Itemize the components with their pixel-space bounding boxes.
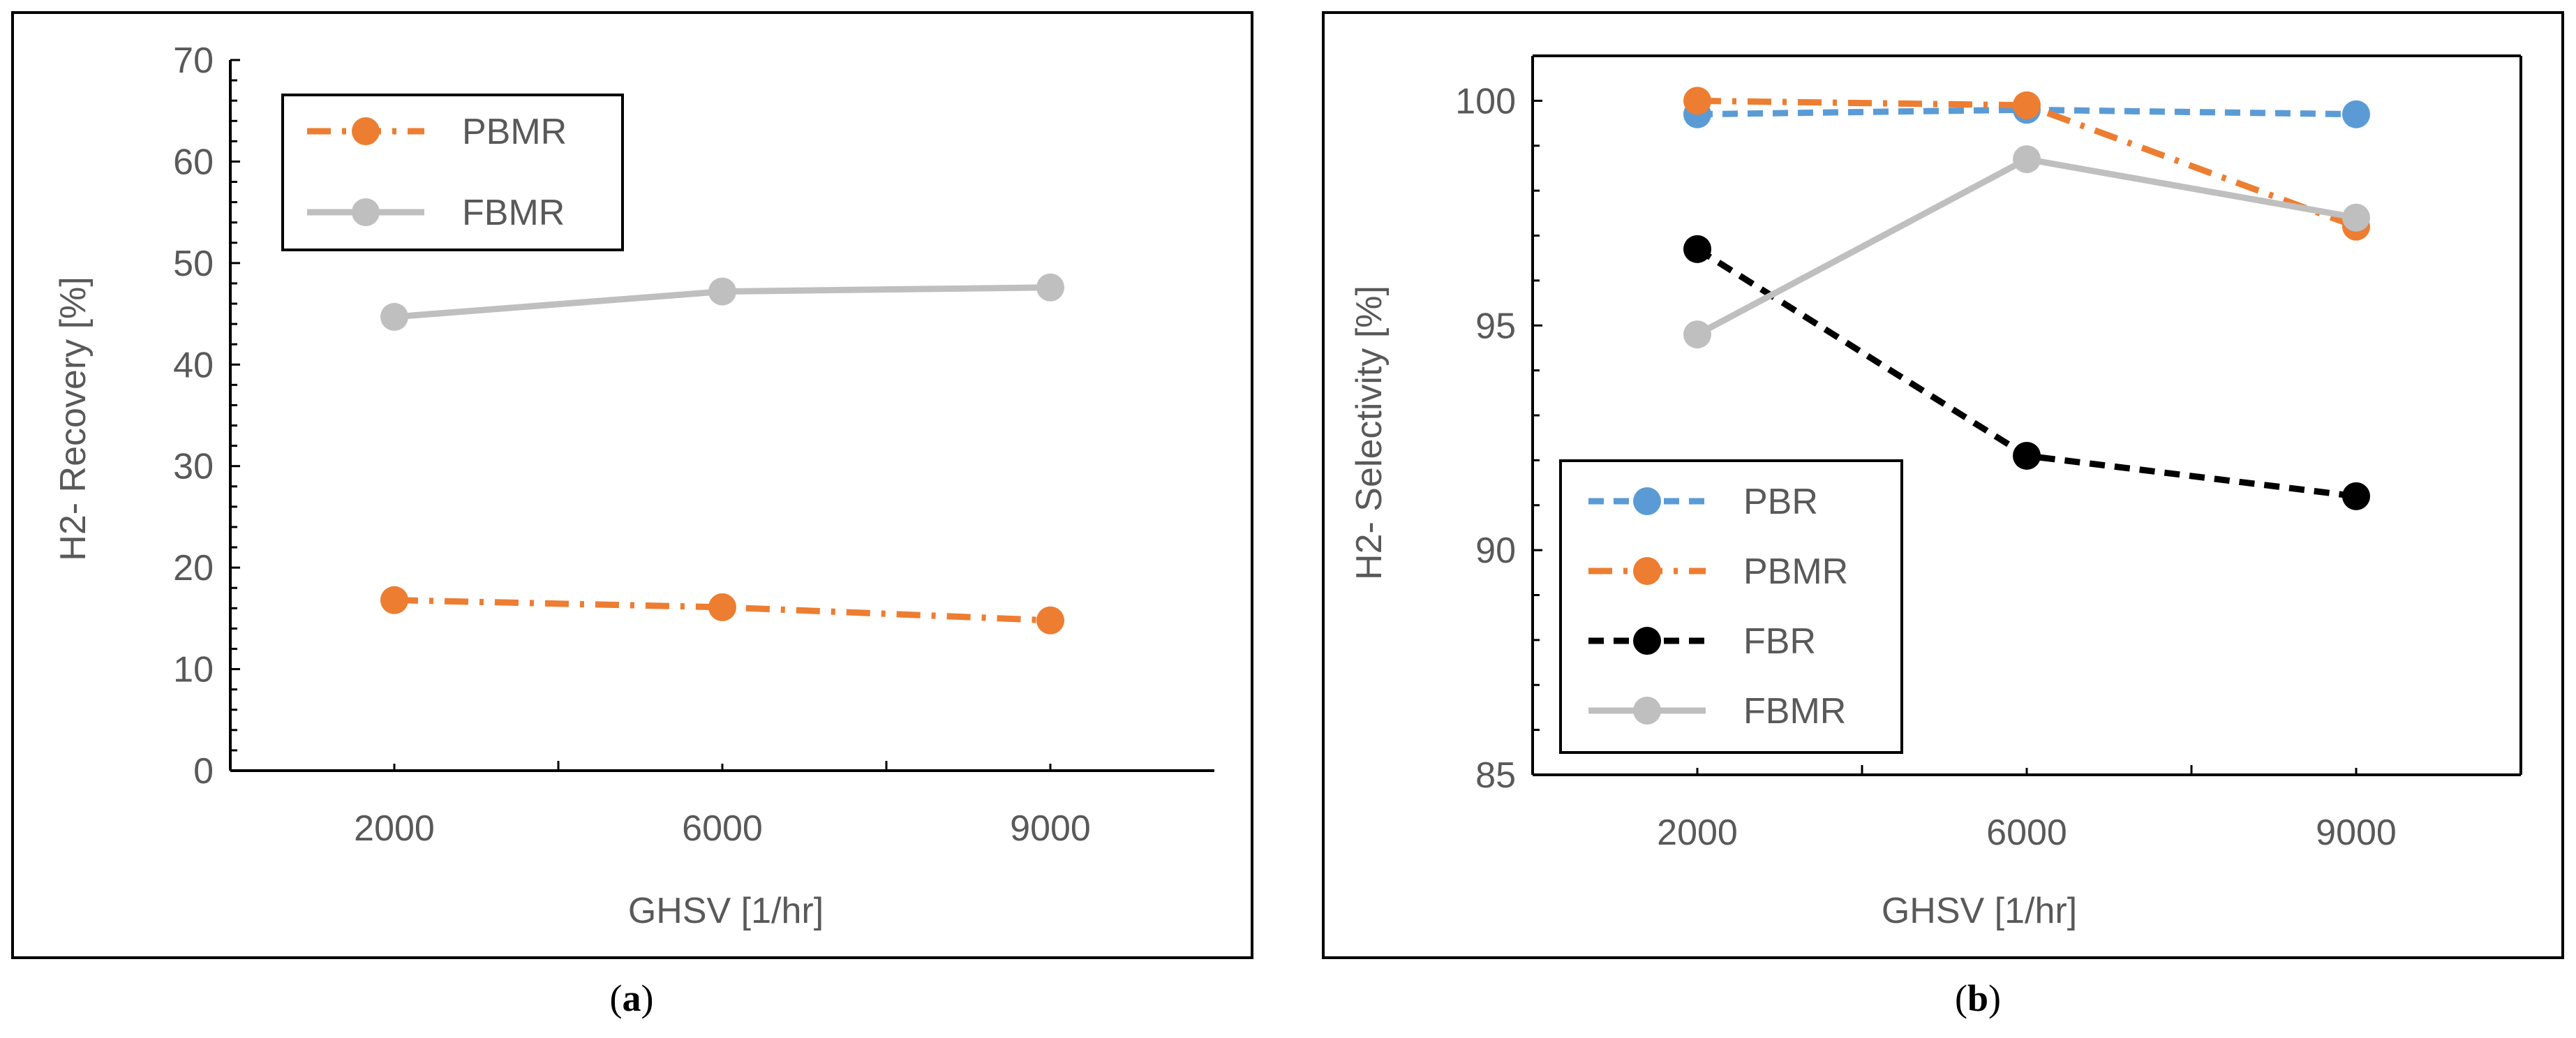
b-legend-label-pbmr: PBMR [1743, 551, 1848, 592]
a-x-tick-label: 9000 [1010, 808, 1091, 849]
a-y-tick-label: 30 [173, 447, 214, 487]
a-x-tick-label: 2000 [354, 808, 435, 849]
b-legend-marker-fbr [1633, 627, 1661, 655]
b-y-tick-label: 95 [1475, 306, 1516, 346]
a-legend-label-pbmr: PBMR [462, 112, 567, 152]
chart-b-xlabel: GHSV [1/hr] [1882, 891, 2077, 931]
b-point-fbmr [2013, 145, 2041, 174]
a-point-fbmr [1036, 273, 1064, 302]
b-legend-label-pbr: PBR [1743, 482, 1818, 522]
chart-b-series [1683, 87, 2370, 510]
chart-b-legend: PBR PBMR FBR FBMR [1559, 459, 1903, 754]
b-legend-label-fbr: FBR [1743, 621, 1816, 662]
b-y-tick-label: 100 [1455, 81, 1516, 121]
b-point-fbmr [2342, 203, 2370, 232]
chart-a-xlabel: GHSV [1/hr] [628, 891, 824, 931]
chart-a-legend-box [281, 94, 624, 251]
b-legend-label-fbmr: FBMR [1743, 691, 1846, 732]
b-point-pbmr [2013, 91, 2041, 119]
b-y-tick-label: 85 [1475, 755, 1516, 796]
a-legend-marker-fbmr [352, 198, 380, 226]
a-point-fbmr [380, 302, 408, 331]
chart-a-axes: 0 10 20 30 40 50 60 70 2000 6000 9000 [173, 40, 1214, 849]
chart-b-caption: (b) [1955, 977, 2001, 1019]
recovery-chart: 0 10 20 30 40 50 60 70 2000 6000 9000 PBMR FBMR GHS… [11, 11, 1253, 1019]
chart-a-border [11, 11, 1253, 959]
b-point-fbmr [1683, 320, 1711, 349]
b-x-tick-label: 6000 [1986, 813, 2067, 853]
chart-b-legend-box [1559, 459, 1903, 754]
b-series-line-pbmr [1697, 97, 2358, 230]
chart-b-ylabel: H2- Selectivity [%] [1349, 286, 1390, 580]
chart-a-series [380, 273, 1064, 635]
a-legend-label-fbmr: FBMR [462, 193, 565, 233]
b-legend-marker-fbmr [1633, 697, 1661, 725]
a-point-pbmr [1036, 606, 1064, 635]
a-y-tick-label: 50 [173, 244, 214, 284]
chart-a-legend: PBMR FBMR [281, 94, 624, 251]
a-y-tick-label: 20 [173, 548, 214, 588]
a-point-pbmr [380, 586, 408, 614]
b-legend-marker-pbr [1633, 487, 1661, 515]
a-point-fbmr [708, 277, 736, 306]
a-legend-marker-pbmr [352, 117, 380, 145]
chart-panel-b: 85 90 95 100 2000 6000 9000 PBR PBMR FBR FBMR GHS… [1311, 0, 2576, 1038]
a-y-tick-label: 60 [173, 142, 214, 182]
a-x-tick-label: 6000 [682, 808, 763, 849]
b-point-fbr [2342, 482, 2370, 510]
a-y-tick-label: 70 [173, 40, 214, 81]
chart-b-axes: 85 90 95 100 2000 6000 9000 [1455, 54, 2522, 853]
b-x-tick-label: 9000 [2316, 813, 2397, 853]
b-x-tick-label: 2000 [1657, 813, 1738, 853]
b-legend-marker-pbmr [1633, 557, 1661, 585]
a-series-line-pbmr [394, 597, 1051, 624]
b-point-pbmr [1683, 87, 1711, 115]
a-point-pbmr [708, 593, 736, 621]
b-y-tick-label: 90 [1475, 531, 1516, 571]
chart-panel-a: 0 10 20 30 40 50 60 70 2000 6000 9000 PBMR FBMR GHS… [0, 0, 1263, 1038]
a-y-tick-label: 40 [173, 345, 214, 385]
chart-a-caption: (a) [610, 977, 654, 1019]
b-point-pbr [2342, 100, 2370, 128]
b-point-fbr [2013, 441, 2041, 470]
selectivity-chart: 85 90 95 100 2000 6000 9000 PBR PBMR FBR FBMR GHS… [1322, 11, 2564, 1019]
a-y-tick-label: 10 [173, 650, 214, 690]
chart-a-ylabel: H2- Recovery [%] [53, 276, 94, 561]
b-point-fbr [1683, 235, 1711, 263]
a-y-tick-label: 0 [193, 751, 214, 792]
